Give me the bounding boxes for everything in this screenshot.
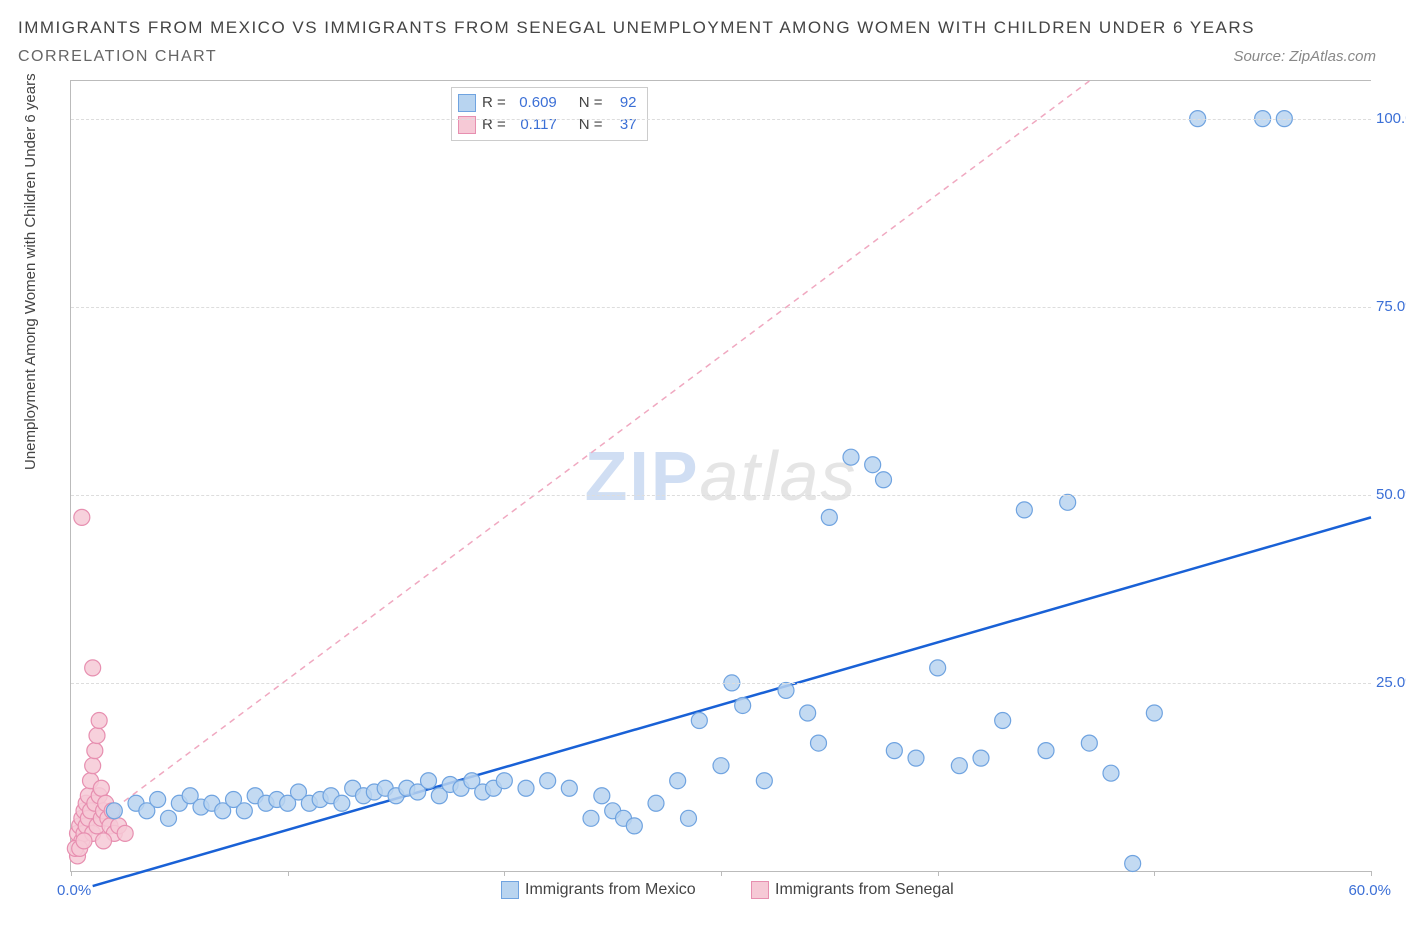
data-point — [594, 788, 610, 804]
data-point — [96, 833, 112, 849]
data-point — [1060, 494, 1076, 510]
data-point — [973, 750, 989, 766]
data-point — [821, 509, 837, 525]
legend-swatch-a — [501, 881, 519, 899]
source-label: Source: ZipAtlas.com — [1233, 48, 1376, 65]
data-point — [756, 773, 772, 789]
data-point — [89, 728, 105, 744]
trend-line — [71, 81, 1089, 841]
data-point — [1146, 705, 1162, 721]
data-point — [1038, 743, 1054, 759]
x-tick-mark — [288, 871, 289, 876]
data-point — [334, 795, 350, 811]
stat-n-value: 92 — [609, 92, 637, 114]
data-point — [886, 743, 902, 759]
stat-r-label: R = — [482, 92, 506, 114]
data-point — [91, 713, 107, 729]
data-point — [87, 743, 103, 759]
data-point — [713, 758, 729, 774]
data-point — [800, 705, 816, 721]
x-tick-mark — [938, 871, 939, 876]
stat-n-label: N = — [579, 92, 603, 114]
data-point — [496, 773, 512, 789]
y-axis-label: Unemployment Among Women with Children U… — [22, 73, 39, 470]
gridline — [71, 119, 1371, 120]
data-point — [161, 810, 177, 826]
data-point — [85, 660, 101, 676]
stat-r-value: 0.609 — [512, 92, 557, 114]
gridline — [71, 307, 1371, 308]
chart-container: IMMIGRANTS FROM MEXICO VS IMMIGRANTS FRO… — [0, 0, 1406, 930]
y-tick-label: 25.0% — [1376, 674, 1406, 691]
x-tick-mark — [721, 871, 722, 876]
y-tick-label: 50.0% — [1376, 486, 1406, 503]
bottom-legend-b: Immigrants from Senegal — [751, 881, 954, 899]
data-point — [1125, 855, 1141, 871]
data-point — [811, 735, 827, 751]
data-point — [1081, 735, 1097, 751]
y-tick-label: 75.0% — [1376, 298, 1406, 315]
legend-swatch-b — [751, 881, 769, 899]
data-point — [691, 713, 707, 729]
data-point — [117, 825, 133, 841]
data-point — [735, 697, 751, 713]
stats-row: R = 0.609 N = 92 — [458, 92, 637, 114]
chart-title: IMMIGRANTS FROM MEXICO VS IMMIGRANTS FRO… — [18, 18, 1255, 38]
stats-swatch — [458, 94, 476, 112]
x-tick-mark — [71, 871, 72, 876]
x-tick-mark — [1371, 871, 1372, 876]
data-point — [843, 449, 859, 465]
data-point — [1103, 765, 1119, 781]
data-point — [518, 780, 534, 796]
data-point — [93, 780, 109, 796]
legend-label-a: Immigrants from Mexico — [525, 881, 696, 899]
x-tick-mark — [504, 871, 505, 876]
data-point — [865, 457, 881, 473]
bottom-legend-a: Immigrants from Mexico — [501, 881, 696, 899]
legend-label-b: Immigrants from Senegal — [775, 881, 954, 899]
scatter-svg — [71, 81, 1371, 871]
data-point — [995, 713, 1011, 729]
x-tick-end: 60.0% — [1348, 882, 1391, 899]
data-point — [648, 795, 664, 811]
data-point — [85, 758, 101, 774]
x-tick-origin: 0.0% — [57, 882, 91, 899]
data-point — [930, 660, 946, 676]
y-tick-label: 100.0% — [1376, 110, 1406, 127]
data-point — [670, 773, 686, 789]
chart-subtitle: CORRELATION CHART — [18, 48, 217, 66]
plot-area: ZIPatlas R =0.609N =92R =0.117N =37 0.0%… — [70, 80, 1371, 872]
data-point — [951, 758, 967, 774]
stat-n-label: N = — [579, 114, 603, 136]
data-point — [106, 803, 122, 819]
data-point — [76, 833, 92, 849]
data-point — [1016, 502, 1032, 518]
data-point — [540, 773, 556, 789]
data-point — [876, 472, 892, 488]
stat-r-label: R = — [482, 114, 506, 136]
stat-n-value: 37 — [609, 114, 637, 136]
x-tick-mark — [1154, 871, 1155, 876]
data-point — [74, 509, 90, 525]
gridline — [71, 683, 1371, 684]
trend-line — [93, 517, 1371, 886]
stat-r-value: 0.117 — [512, 114, 557, 136]
data-point — [908, 750, 924, 766]
data-point — [626, 818, 642, 834]
data-point — [236, 803, 252, 819]
gridline — [71, 495, 1371, 496]
data-point — [150, 792, 166, 808]
stats-row: R = 0.117 N = 37 — [458, 114, 637, 136]
data-point — [583, 810, 599, 826]
data-point — [681, 810, 697, 826]
data-point — [778, 682, 794, 698]
data-point — [561, 780, 577, 796]
data-point — [421, 773, 437, 789]
stats-legend-box: R = 0.609 N = 92 R = 0.117 N = 37 — [451, 87, 648, 141]
